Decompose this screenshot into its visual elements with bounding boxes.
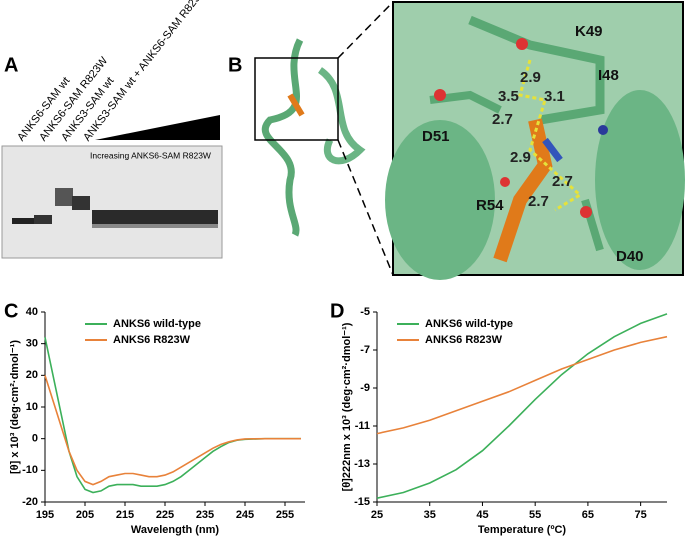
y-tick-label: -13 bbox=[354, 458, 370, 470]
distance-label: 2.7 bbox=[552, 173, 573, 190]
distance-label: 3.5 bbox=[498, 88, 519, 105]
y-tick-label: -20 bbox=[22, 496, 38, 508]
panel-label: B bbox=[228, 54, 242, 76]
legend-label: ANKS6 R823W bbox=[425, 334, 503, 346]
distance-label: 2.7 bbox=[528, 193, 549, 210]
x-axis-label: Wavelength (nm) bbox=[131, 524, 220, 536]
x-tick-label: 65 bbox=[582, 509, 594, 521]
y-tick-label: 20 bbox=[26, 369, 38, 381]
y-tick-label: 30 bbox=[26, 338, 38, 350]
panel-label: D bbox=[330, 300, 344, 322]
residue-label: K49 bbox=[575, 23, 603, 40]
residue-label: D51 bbox=[422, 128, 450, 145]
y-tick-label: -11 bbox=[355, 420, 370, 432]
y-tick-label: 0 bbox=[32, 433, 38, 445]
residue-label: I48 bbox=[598, 67, 619, 84]
residue-label: R54 bbox=[476, 197, 504, 214]
x-tick-label: 215 bbox=[116, 509, 134, 521]
protein-structure bbox=[254, 1, 685, 280]
panel-label: C bbox=[4, 300, 18, 322]
y-tick-label: -9 bbox=[360, 382, 370, 394]
y-axis-label: [θ]222nm x 10³ (deg·cm²·dmol⁻¹) bbox=[341, 322, 353, 491]
x-axis-label: Temperature (ºC) bbox=[478, 524, 566, 536]
distance-label: 2.9 bbox=[510, 149, 531, 166]
legend-label: ANKS6 wild-type bbox=[113, 318, 201, 330]
x-tick-label: 45 bbox=[476, 509, 488, 521]
x-tick-label: 255 bbox=[276, 509, 294, 521]
y-tick-label: -10 bbox=[22, 464, 38, 476]
gradient-label: Increasing ANKS6-SAM R823W bbox=[90, 150, 211, 160]
legend-label: ANKS6 wild-type bbox=[425, 318, 513, 330]
data-line bbox=[44, 337, 301, 494]
distance-label: 2.9 bbox=[520, 69, 541, 86]
x-tick-label: 75 bbox=[635, 509, 647, 521]
panel-label: A bbox=[4, 54, 18, 76]
gel bbox=[1, 115, 223, 259]
x-tick-label: 35 bbox=[424, 509, 436, 521]
legend-label: ANKS6 R823W bbox=[113, 334, 191, 346]
data-line bbox=[44, 375, 301, 486]
x-tick-label: 195 bbox=[36, 509, 54, 521]
y-tick-label: -5 bbox=[360, 306, 370, 318]
y-tick-label: 10 bbox=[26, 401, 38, 413]
residue-label: D40 bbox=[616, 248, 644, 265]
data-line bbox=[376, 313, 668, 499]
x-tick-label: 205 bbox=[76, 509, 94, 521]
y-axis-label: [θ] x 10³ (deg·cm²·dmol⁻¹) bbox=[9, 340, 21, 474]
data-line bbox=[376, 335, 668, 435]
y-tick-label: -7 bbox=[360, 344, 370, 356]
y-tick-label: 40 bbox=[26, 306, 38, 318]
x-tick-label: 55 bbox=[529, 509, 541, 521]
x-tick-label: 225 bbox=[156, 509, 174, 521]
x-tick-label: 235 bbox=[196, 509, 214, 521]
x-tick-label: 245 bbox=[236, 509, 254, 521]
y-tick-label: -15 bbox=[354, 496, 370, 508]
x-tick-label: 25 bbox=[371, 509, 383, 521]
distance-label: 3.1 bbox=[544, 88, 565, 105]
distance-label: 2.7 bbox=[492, 111, 513, 128]
